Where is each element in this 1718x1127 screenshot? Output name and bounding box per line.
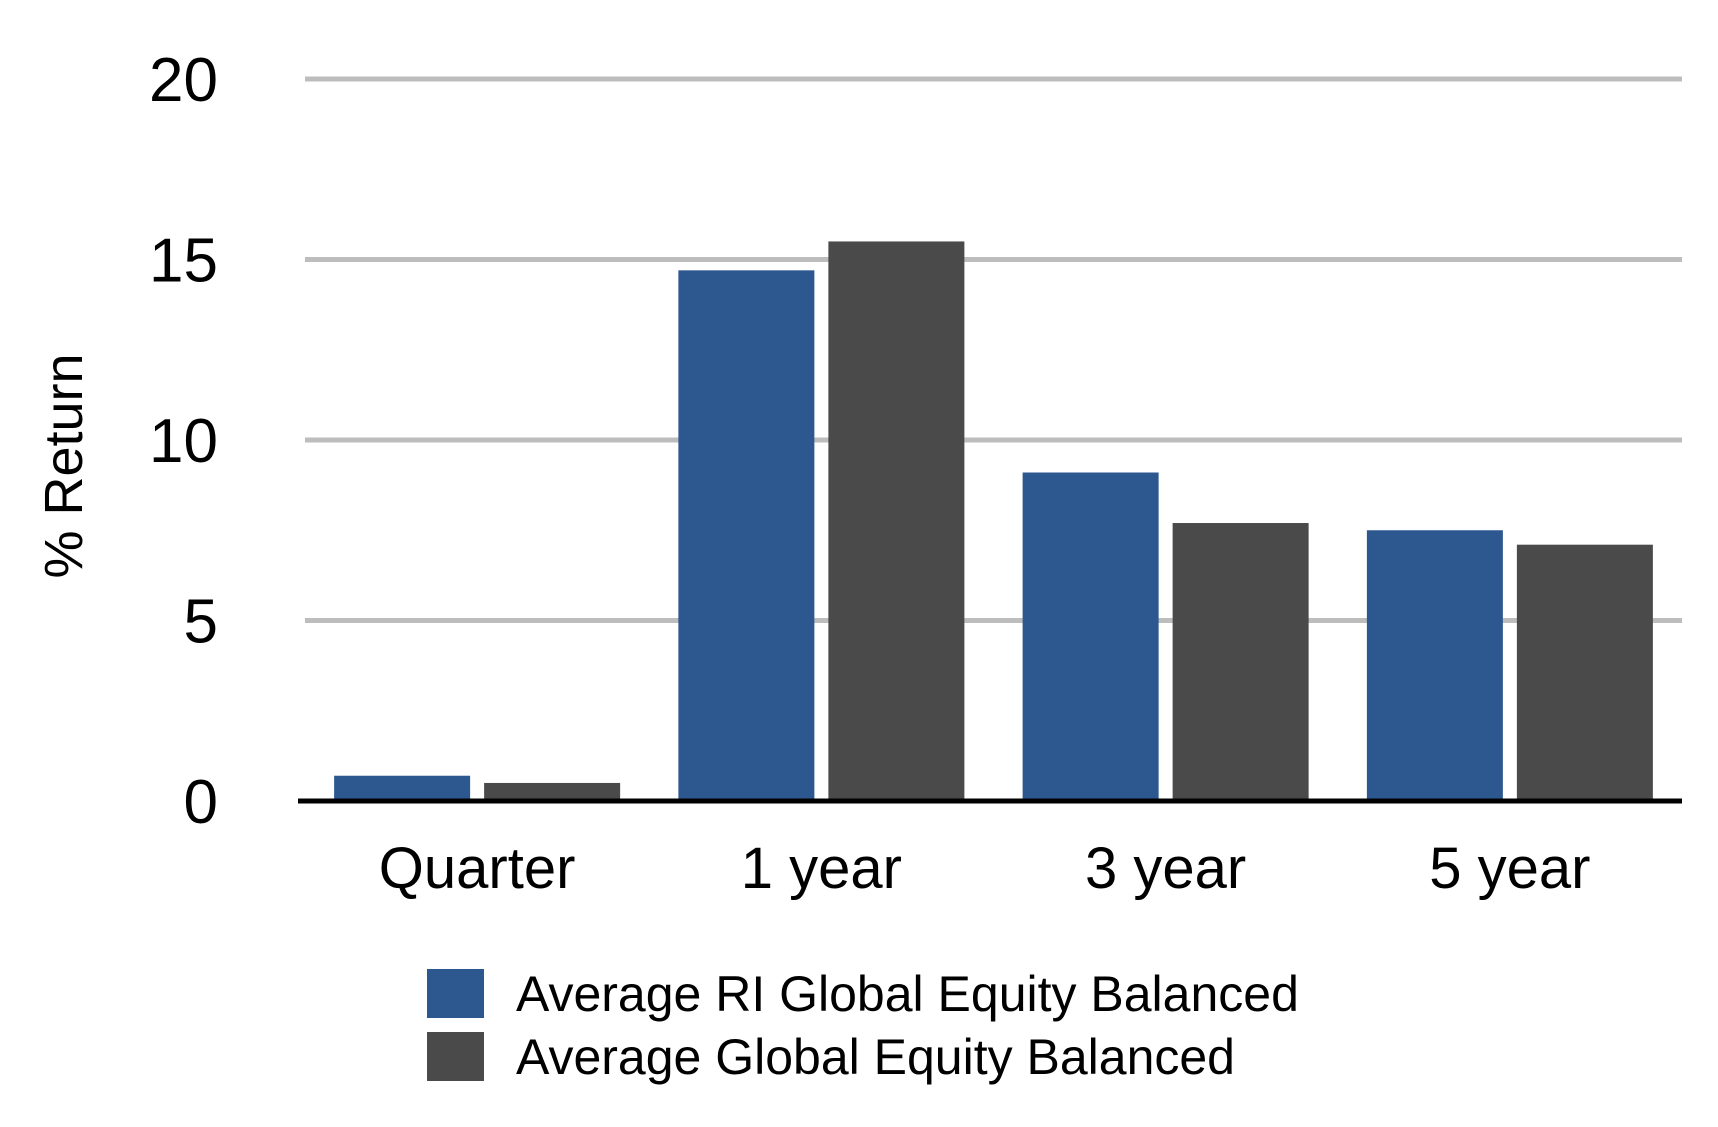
bar-1-year-series-2 <box>828 241 965 801</box>
bar-quarter-series-2 <box>484 782 621 801</box>
y-tick-label: 10 <box>149 407 218 476</box>
y-tick-label: 20 <box>149 46 218 115</box>
y-tick-label: 15 <box>149 227 218 296</box>
legend-label: Average RI Global Equity Balanced <box>516 966 1299 1022</box>
bar-5-year-series-1 <box>1366 530 1503 801</box>
bar-3-year-series-1 <box>1022 472 1159 801</box>
x-category-label: 1 year <box>741 836 902 901</box>
bar-3-year-series-2 <box>1172 523 1309 801</box>
legend-label: Average Global Equity Balanced <box>516 1029 1235 1085</box>
x-category-label: 5 year <box>1429 836 1590 901</box>
y-tick-label: 0 <box>184 768 218 837</box>
bars <box>334 241 1653 802</box>
y-tick-label: 5 <box>184 588 218 657</box>
y-axis-label: % Return <box>34 353 94 578</box>
x-category-labels: Quarter 1 year 3 year 5 year <box>379 836 1591 901</box>
legend-swatch <box>427 969 484 1018</box>
bar-quarter-series-1 <box>334 775 471 801</box>
bar-1-year-series-1 <box>678 270 815 802</box>
x-category-label: Quarter <box>379 836 576 901</box>
legend: Average RI Global Equity Balanced Average… <box>427 966 1299 1085</box>
bar-5-year-series-2 <box>1516 544 1653 801</box>
x-category-label: 3 year <box>1085 836 1246 901</box>
legend-swatch <box>427 1032 484 1081</box>
y-tick-labels: 0 5 10 15 20 <box>149 46 218 837</box>
